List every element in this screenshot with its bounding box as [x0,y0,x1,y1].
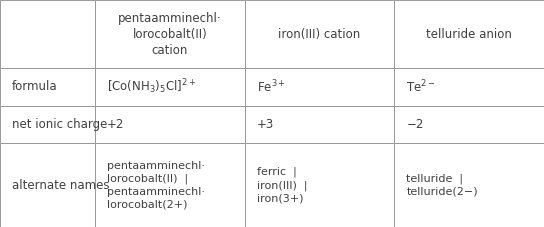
Bar [394,143,544,227]
Text: +2: +2 [107,118,125,131]
Bar [245,0,394,68]
Bar [245,143,394,227]
Text: pentaamminechl·
lorocobalt(II)  |
pentaamminechl·
lorocobalt(2+): pentaamminechl· lorocobalt(II) | pentaam… [107,160,205,210]
Text: +3: +3 [257,118,274,131]
Bar [245,106,394,143]
Bar [394,68,544,106]
Bar [95,143,245,227]
Bar [95,0,245,68]
Bar [95,106,245,143]
Text: ferric  |
iron(III)  |
iron(3+): ferric | iron(III) | iron(3+) [257,167,307,203]
Text: telluride  |
telluride(2−): telluride | telluride(2−) [406,173,478,197]
Text: $\mathrm{Fe}^{3+}$: $\mathrm{Fe}^{3+}$ [257,79,286,95]
Bar [394,106,544,143]
Text: $\mathrm{Te}^{2-}$: $\mathrm{Te}^{2-}$ [406,79,436,95]
Bar [394,0,544,68]
Bar [245,68,394,106]
Bar [0,68,95,106]
Text: formula: formula [12,80,58,93]
Text: iron(III) cation: iron(III) cation [279,27,361,41]
Bar [0,106,95,143]
Bar [95,68,245,106]
Bar [0,0,95,68]
Text: −2: −2 [406,118,424,131]
Text: pentaamminechl·
lorocobalt(II)
cation: pentaamminechl· lorocobalt(II) cation [118,12,222,57]
Text: telluride anion: telluride anion [426,27,512,41]
Text: alternate names: alternate names [12,178,109,192]
Text: net ionic charge: net ionic charge [12,118,107,131]
Text: $[\mathrm{Co(NH_3)_5Cl}]^{2+}$: $[\mathrm{Co(NH_3)_5Cl}]^{2+}$ [107,77,196,96]
Bar [0,143,95,227]
